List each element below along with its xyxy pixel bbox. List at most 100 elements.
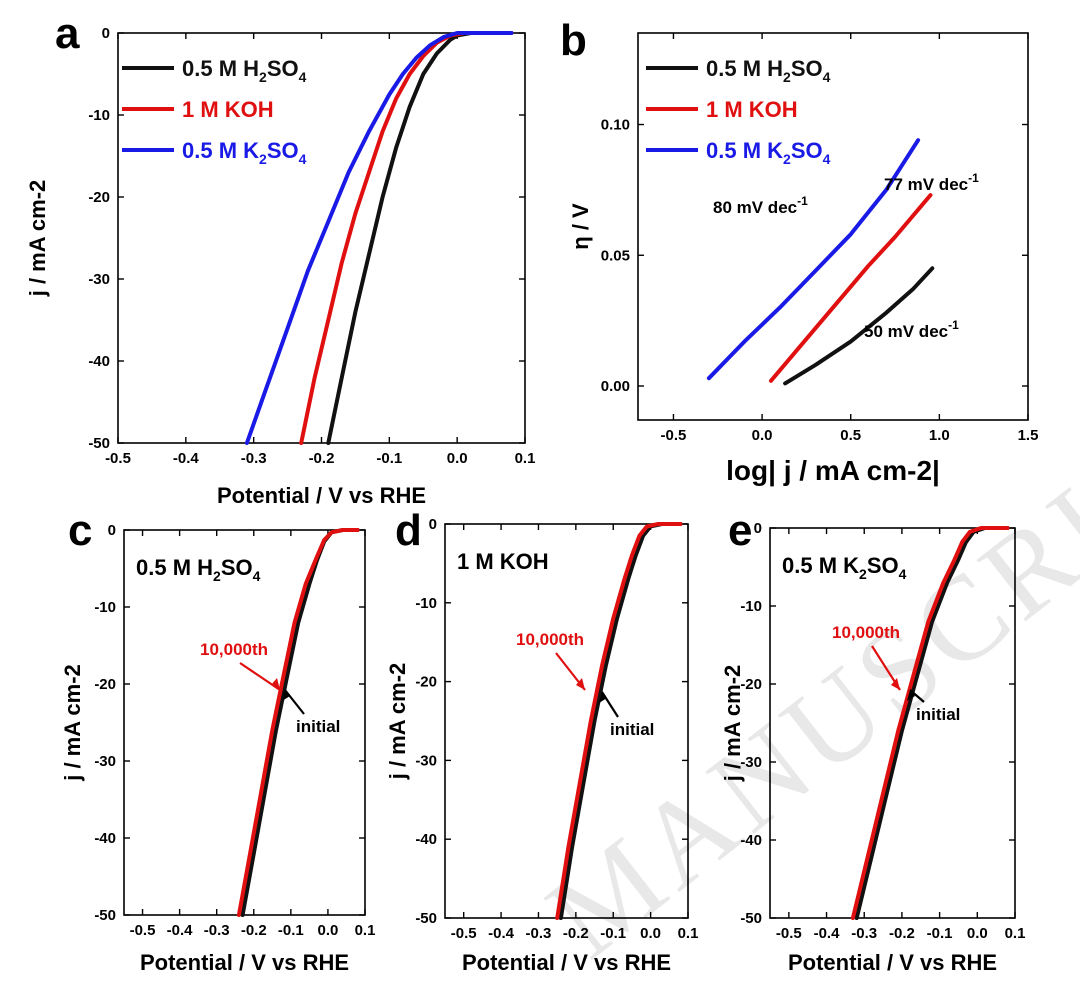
x-axis-title: log| j / mA cm-2| [726,455,940,486]
slope-text: 80 mV dec [713,198,797,217]
panel-letter: e [728,506,752,555]
x-tick-label: 0.1 [355,922,376,939]
x-axis-title: Potential / V vs RHE [217,483,426,508]
legend-entry-mid: SO [267,56,299,81]
x-tick-label: -0.5 [105,450,131,467]
plot-frame [769,527,1016,919]
x-tick-label: -0.4 [173,450,200,467]
legend-entry: 0.5 M K2SO4 [706,138,831,167]
electrolyte-label-sub: 4 [253,568,261,584]
panel-letter: d [395,506,422,555]
chart-panel-e: -0.5 -0.4 -0.3 -0.2 -0.1 0.0 0.1 -50 -40 -30 -20 -1… [720,506,1025,975]
arrowhead-10000th [271,678,280,690]
electrolyte-label: 0.5 M K2SO4 [782,553,907,582]
x-tick-label: 0.1 [678,925,699,942]
y-axis-title: j / mA cm-2 [60,664,85,782]
x-tick-label: -0.1 [278,922,304,939]
panel-letter: b [560,16,587,65]
x-tick-label: 0.5 [840,427,861,444]
series-line-0-5-m-h2so4 [783,266,935,386]
slope-annotation: 77 mV dec-1 [884,171,979,194]
y-tick-label: -30 [740,754,762,771]
legend-entry-sub: 2 [783,151,791,167]
arrowhead-initial [599,692,607,703]
y-tick-label: -40 [415,831,437,848]
x-tick-label: -0.1 [600,925,626,942]
y-tick-label: -40 [94,830,116,847]
arrowhead-initial [907,690,915,701]
plot-frame [444,523,689,919]
y-axis-title: j / mA cm-2 [385,663,410,781]
legend-entry: 0.5 M H2SO4 [706,56,831,85]
y-tick-label: -20 [88,189,110,206]
x-tick-label: 0.0 [317,922,338,939]
series-line-0-5-m-k2so4 [706,138,921,381]
x-tick-label: 0.0 [752,427,773,444]
legend-entry-mid: SO [791,56,823,81]
slope-annotation: 80 mV dec-1 [713,194,808,217]
legend-entry-sub: 4 [823,69,831,85]
chart-panel-b: -0.5 0.0 0.5 1.0 1.5 0.00 0.05 0.10 b log| j / mA… [560,16,1038,486]
x-tick-label: 1.0 [929,427,950,444]
electrolyte-label-mid: SO [221,555,253,580]
chart-panel-c: -0.5 -0.4 -0.3 -0.2 -0.1 0.0 0.1 -50 -40 -30 -20 -1… [60,506,375,975]
x-axis-title: Potential / V vs RHE [462,950,671,975]
series-line-0-5-m-h2so4 [326,31,514,445]
legend-entry-mid: SO [791,138,823,163]
x-tick-label: -0.5 [130,922,156,939]
x-tick-label: -0.2 [563,925,589,942]
x-tick-label: 0.1 [1005,925,1026,942]
annotation-initial: initial [296,717,340,736]
annotation-10000th: 10,000th [516,630,584,649]
x-tick-label: -0.5 [661,427,687,444]
legend-entry-base: 1 M KOH [182,97,274,122]
arrowhead-initial [282,690,290,701]
y-tick-label: 0 [108,522,116,539]
x-tick-label: -0.4 [167,922,194,939]
electrolyte-label-sub: 4 [899,566,907,582]
annotation-initial: initial [610,720,654,739]
y-axis-title: η / V [568,203,593,250]
x-tick-label: 0.0 [967,925,988,942]
slope-text: 77 mV dec [884,175,968,194]
x-tick-label: -0.4 [814,925,841,942]
y-tick-label: -50 [740,910,762,927]
electrolyte-label-base: 1 M KOH [457,549,549,574]
slope-sup: -1 [968,171,979,185]
legend-entry-sub: 2 [259,69,267,85]
x-tick-label: -0.3 [241,450,267,467]
legend-entry-sub: 2 [259,151,267,167]
y-tick-label: -10 [94,599,116,616]
y-tick-label: -40 [740,832,762,849]
legend-entry-sub: 2 [783,69,791,85]
slope-sup: -1 [797,194,808,208]
slope-text: 50 mV dec [864,322,948,341]
series-line-1-m-koh [299,31,514,445]
x-tick-label: -0.4 [488,925,515,942]
x-tick-label: -0.3 [204,922,230,939]
slope-annotation: 50 mV dec-1 [864,318,959,341]
plot-frame [637,32,1029,421]
series-line-10-000th [236,528,360,917]
legend-entry-sub: 4 [299,151,307,167]
x-axis-title: Potential / V vs RHE [788,950,997,975]
x-tick-label: -0.3 [851,925,877,942]
y-tick-label: 0.10 [601,117,630,134]
series-line-0-5-m-k2so4 [244,31,514,445]
y-axis-title: j / mA cm-2 [720,665,745,783]
x-tick-label: -0.1 [927,925,953,942]
legend-entry: 0.5 M H2SO4 [182,56,307,85]
y-tick-label: -40 [88,353,110,370]
y-tick-label: 0 [754,520,762,537]
legend-entry-base: 0.5 M H [706,56,783,81]
series-line-10-000th [850,526,1010,920]
x-tick-label: 1.5 [1018,427,1039,444]
x-tick-label: 0.0 [640,925,661,942]
electrolyte-label-base: 0.5 M H [136,555,213,580]
chart-panel-a: -0.5 -0.4 -0.3 -0.2 -0.1 0.0 0.1 -50 -40 -30 -20 -1… [25,9,535,508]
annotation-initial: initial [916,705,960,724]
arrowhead-10000th [891,678,900,690]
slope-sup: -1 [948,318,959,332]
y-tick-label: -50 [88,435,110,452]
